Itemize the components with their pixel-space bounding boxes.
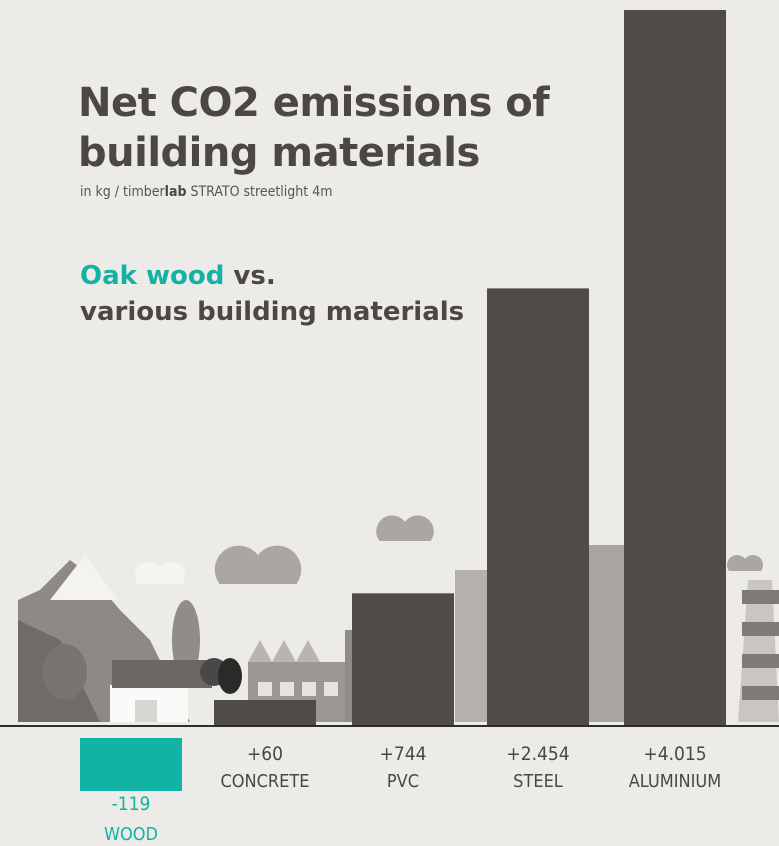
bar-steel	[487, 288, 589, 726]
category-label-steel: STEEL	[513, 771, 563, 792]
chart-subtitle: in kg / timberlab STRATO streetlight 4m	[80, 184, 333, 200]
comparison-highlight: Oak wood	[80, 261, 225, 291]
label-layer: -119 WOOD +60 CONCRETE +744 PVC +2.454 STEEL +4.…	[104, 743, 721, 845]
comparison-heading: Oak wood vs. various building materials	[80, 258, 464, 330]
factory-window-shape	[280, 682, 294, 696]
bush-shape	[218, 658, 242, 694]
value-label-steel: +2.454	[506, 743, 569, 765]
factory-window-shape	[302, 682, 316, 696]
category-label-pvc: PVC	[387, 771, 419, 792]
category-label-concrete: CONCRETE	[220, 771, 309, 792]
cloud-icon	[727, 555, 763, 571]
value-label-aluminium: +4.015	[643, 743, 706, 765]
chimney-stripe-shape	[742, 654, 779, 668]
bar-aluminium	[624, 10, 726, 726]
tree-crown-shape	[43, 644, 87, 700]
chimney-stripe-shape	[742, 686, 779, 700]
value-label-wood: -119	[112, 793, 151, 815]
bar-wood	[80, 738, 182, 791]
chimney-stripe-shape	[742, 590, 779, 604]
mountain-snow-shape	[50, 555, 118, 600]
comparison-line-1: Oak wood vs.	[80, 258, 464, 294]
title-line-2: building materials	[78, 130, 480, 176]
chimney-stripe-shape	[742, 622, 779, 636]
bar-layer	[80, 10, 726, 791]
value-label-pvc: +744	[380, 743, 427, 765]
house-roof-shape	[112, 660, 212, 688]
subtitle-suffix: STRATO streetlight 4m	[186, 184, 333, 200]
background-scenery	[18, 515, 779, 722]
bar-pvc	[352, 593, 454, 726]
building-shape	[588, 545, 628, 722]
bar-concrete	[214, 700, 316, 726]
chart-title: Net CO2 emissions of building materials	[78, 78, 550, 178]
value-label-concrete: +60	[247, 743, 283, 765]
house-door-shape	[135, 700, 157, 722]
category-label-wood: WOOD	[104, 824, 158, 845]
cloud-icon	[376, 515, 434, 541]
comparison-line-2: various building materials	[80, 297, 465, 327]
title-line-1: Net CO2 emissions of	[78, 80, 550, 126]
category-label-aluminium: ALUMINIUM	[629, 771, 722, 792]
subtitle-prefix: in kg / timber	[80, 184, 165, 200]
factory-window-shape	[324, 682, 338, 696]
factory-window-shape	[258, 682, 272, 696]
factory-roof-shape	[248, 640, 320, 662]
comparison-vs: vs.	[224, 261, 276, 291]
cloud-icon	[214, 545, 302, 584]
cloud-icon	[134, 561, 186, 584]
subtitle-brand-bold: lab	[164, 184, 187, 200]
